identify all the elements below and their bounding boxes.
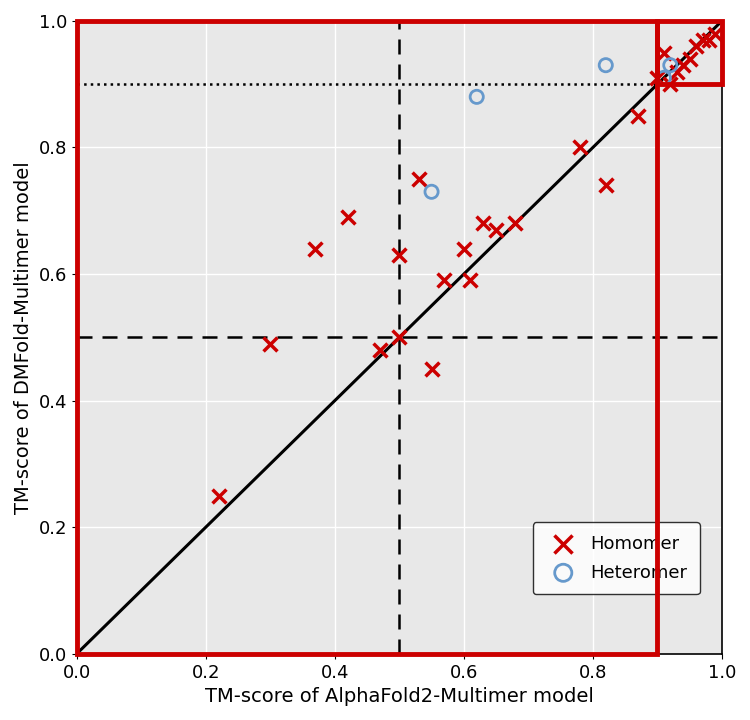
X-axis label: TM-score of AlphaFold2-Multimer model: TM-score of AlphaFold2-Multimer model — [205, 687, 594, 706]
Homomer — [212, 490, 224, 501]
Homomer — [413, 174, 424, 185]
Homomer — [703, 34, 715, 45]
Heteromer — [664, 60, 676, 71]
Homomer — [658, 47, 670, 58]
Legend: Homomer, Heteromer: Homomer, Heteromer — [532, 522, 700, 594]
Homomer — [374, 344, 386, 356]
Homomer — [458, 243, 470, 254]
Homomer — [677, 60, 689, 71]
Homomer — [684, 53, 696, 65]
Heteromer — [658, 72, 670, 84]
Homomer — [393, 332, 405, 343]
Homomer — [425, 364, 437, 375]
Homomer — [664, 78, 676, 90]
Bar — [658, 21, 722, 84]
Homomer — [342, 212, 354, 223]
Homomer — [310, 243, 322, 254]
Homomer — [490, 224, 502, 235]
Homomer — [697, 34, 709, 45]
Homomer — [439, 274, 451, 286]
Homomer — [710, 28, 722, 40]
Point — [393, 249, 405, 261]
Point — [509, 217, 521, 229]
Homomer — [652, 72, 664, 84]
Point — [477, 217, 489, 229]
Homomer — [464, 274, 476, 286]
Heteromer — [471, 91, 483, 103]
Homomer — [574, 142, 586, 153]
Homomer — [690, 40, 702, 52]
Homomer — [600, 180, 612, 192]
Homomer — [670, 66, 682, 77]
Homomer — [632, 110, 644, 122]
Heteromer — [600, 60, 612, 71]
Heteromer — [425, 186, 437, 197]
Homomer — [264, 338, 276, 349]
Y-axis label: TM-score of DMFold-Multimer model: TM-score of DMFold-Multimer model — [14, 161, 33, 514]
